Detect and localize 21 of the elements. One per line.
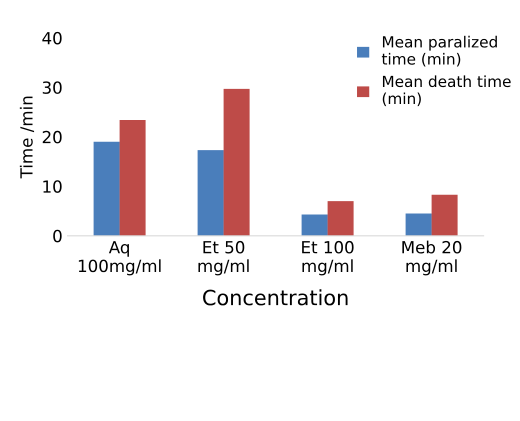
bar xyxy=(302,214,328,236)
y-tick-label: 30 xyxy=(42,81,62,94)
bar xyxy=(432,194,458,236)
bar xyxy=(406,214,432,236)
legend-label: Mean death time (min) xyxy=(382,75,511,106)
y-tick-label: 20 xyxy=(42,130,62,144)
y-axis-title: Time /min xyxy=(20,96,34,178)
legend-label: Mean paralized time (min) xyxy=(382,36,497,67)
bar xyxy=(198,150,224,236)
bar xyxy=(94,142,120,236)
x-tick-label: Meb 20 mg/ml xyxy=(402,240,462,276)
y-tick-label: 0 xyxy=(53,230,62,242)
bar xyxy=(224,88,250,236)
x-tick-label: Et 100 mg/ml xyxy=(302,240,354,276)
y-tick-label: 10 xyxy=(43,180,62,193)
x-axis-title: Concentration xyxy=(203,289,348,306)
x-tick-label: Aq 100mg/ml xyxy=(78,241,161,276)
x-tick-label: Et 50 mg/ml xyxy=(198,240,249,276)
bar xyxy=(328,201,354,236)
y-tick-label: 40 xyxy=(42,32,62,44)
bar xyxy=(120,120,146,236)
